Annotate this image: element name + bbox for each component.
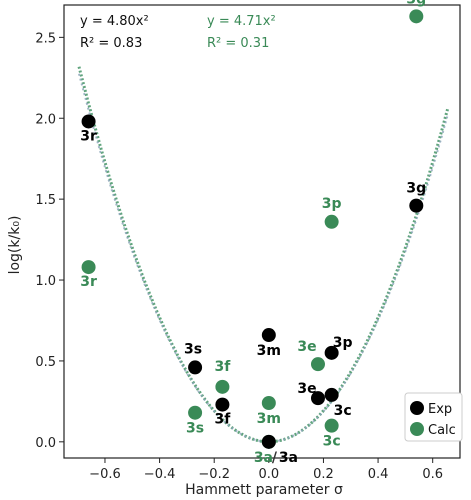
calc-point-3s xyxy=(188,405,203,420)
exp-point-3g xyxy=(409,198,424,213)
calc-fit-curve xyxy=(78,73,449,443)
legend-exp-marker xyxy=(410,401,424,415)
y-tick-label: 0.0 xyxy=(35,436,56,451)
x-axis: −0.6 −0.4 −0.2 0.0 0.2 0.4 0.6 xyxy=(89,458,443,482)
x-axis-label: Hammett parameter σ xyxy=(185,482,343,498)
exp-label-3r: 3r xyxy=(80,128,97,144)
point-labels: 3r 3s 3f 3m 3e 3p 3c 3g 3r 3s 3f 3m 3e 3p 3c 3g 3a/3a xyxy=(80,0,426,466)
y-tick-label: 2.5 xyxy=(35,31,56,46)
calc-fit-equation: y = 4.71x² xyxy=(207,14,276,29)
x-tick-label: −0.4 xyxy=(144,467,176,482)
x-tick-label: 0.4 xyxy=(368,467,389,482)
exp-fit-r2: R² = 0.83 xyxy=(80,36,142,51)
y-tick-label: 0.5 xyxy=(35,355,56,370)
plot-border xyxy=(63,4,461,459)
exp-label-3m: 3m xyxy=(257,343,281,359)
y-tick-label: 1.0 xyxy=(35,274,56,289)
calc-fit-r2: R² = 0.31 xyxy=(207,36,269,51)
x-tick-label: 0.2 xyxy=(313,467,334,482)
exp-point-3e xyxy=(310,391,325,406)
calc-label-3p: 3p xyxy=(322,196,342,212)
x-tick-label: −0.2 xyxy=(198,467,230,482)
calc-point-3m xyxy=(261,395,276,410)
exp-point-3p xyxy=(324,345,339,360)
calc-label-3a: 3a xyxy=(254,450,273,466)
y-tick-label: 1.5 xyxy=(35,193,56,208)
exp-point-3s xyxy=(188,360,203,375)
exp-point-3c xyxy=(324,387,339,402)
calc-point-3r xyxy=(81,260,96,275)
legend-calc-marker xyxy=(410,422,424,436)
exp-point-3a xyxy=(261,434,276,449)
calc-point-3p xyxy=(324,214,339,229)
exp-label-3p: 3p xyxy=(333,335,353,351)
exp-point-3f xyxy=(215,397,230,412)
calc-point-3g xyxy=(409,9,424,24)
x-tick-label: 0.6 xyxy=(422,467,443,482)
exp-label-3a: 3a xyxy=(279,450,298,466)
exp-point-3m xyxy=(261,328,276,343)
exp-fit-equation: y = 4.80x² xyxy=(80,14,149,29)
exp-point-3r xyxy=(81,114,96,129)
calc-point-3e xyxy=(310,357,325,372)
exp-label-3s: 3s xyxy=(184,341,202,357)
calc-point-3f xyxy=(215,379,230,394)
exp-fit-curve xyxy=(77,66,450,444)
fit-curves xyxy=(77,66,450,444)
legend: Exp Calc xyxy=(404,392,463,442)
x-tick-label: −0.6 xyxy=(89,467,121,482)
exp-label-3c: 3c xyxy=(334,403,352,419)
y-axis: 0.0 0.5 1.0 1.5 2.0 2.5 xyxy=(35,31,64,451)
plot-area xyxy=(63,4,461,459)
calc-label-3c: 3c xyxy=(323,434,341,450)
legend-calc-label: Calc xyxy=(428,423,456,438)
data-points xyxy=(81,9,424,449)
legend-exp-label: Exp xyxy=(428,402,452,417)
calc-point-3c xyxy=(324,418,339,433)
exp-label-3g: 3g xyxy=(406,181,426,197)
calc-label-3f: 3f xyxy=(214,359,231,375)
exp-label-3f: 3f xyxy=(214,412,231,428)
exp-label-3e: 3e xyxy=(297,381,316,397)
y-axis-label: log(k/k₀) xyxy=(7,216,23,275)
calc-label-3m: 3m xyxy=(257,411,281,427)
calc-label-3e: 3e xyxy=(297,339,316,355)
calc-label-3r: 3r xyxy=(80,274,97,290)
y-tick-label: 2.0 xyxy=(35,112,56,127)
x-tick-label: 0.0 xyxy=(258,467,279,482)
calc-label-3g: 3g xyxy=(406,0,426,7)
calc-label-3s: 3s xyxy=(186,421,204,437)
label-separator: / xyxy=(272,450,278,466)
